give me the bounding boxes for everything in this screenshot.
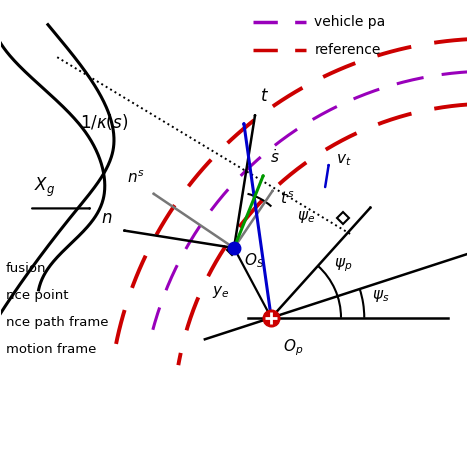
Text: $\psi_s$: $\psi_s$ — [372, 288, 389, 304]
Text: $n$: $n$ — [101, 210, 112, 227]
Text: nce point: nce point — [6, 289, 68, 302]
Text: $t^s$: $t^s$ — [280, 191, 295, 207]
Text: nce path frame: nce path frame — [6, 316, 109, 329]
Text: reference: reference — [314, 43, 381, 57]
Text: motion frame: motion frame — [6, 344, 96, 356]
Text: $O_S$: $O_S$ — [244, 252, 264, 271]
Text: $\psi_e$: $\psi_e$ — [297, 209, 315, 225]
Text: $O_p$: $O_p$ — [283, 337, 303, 358]
Text: $n^s$: $n^s$ — [127, 169, 145, 186]
Text: $t$: $t$ — [261, 88, 270, 105]
Text: $1/\kappa(s)$: $1/\kappa(s)$ — [80, 112, 128, 132]
Text: $\dot{s}$: $\dot{s}$ — [270, 148, 280, 166]
Text: $y_e$: $y_e$ — [212, 284, 229, 300]
Text: fusion: fusion — [6, 263, 46, 275]
Text: $v_t$: $v_t$ — [336, 152, 352, 168]
Text: $\psi_p$: $\psi_p$ — [334, 256, 352, 273]
Text: vehicle pa: vehicle pa — [314, 15, 386, 29]
Text: $X_g$: $X_g$ — [34, 176, 55, 198]
